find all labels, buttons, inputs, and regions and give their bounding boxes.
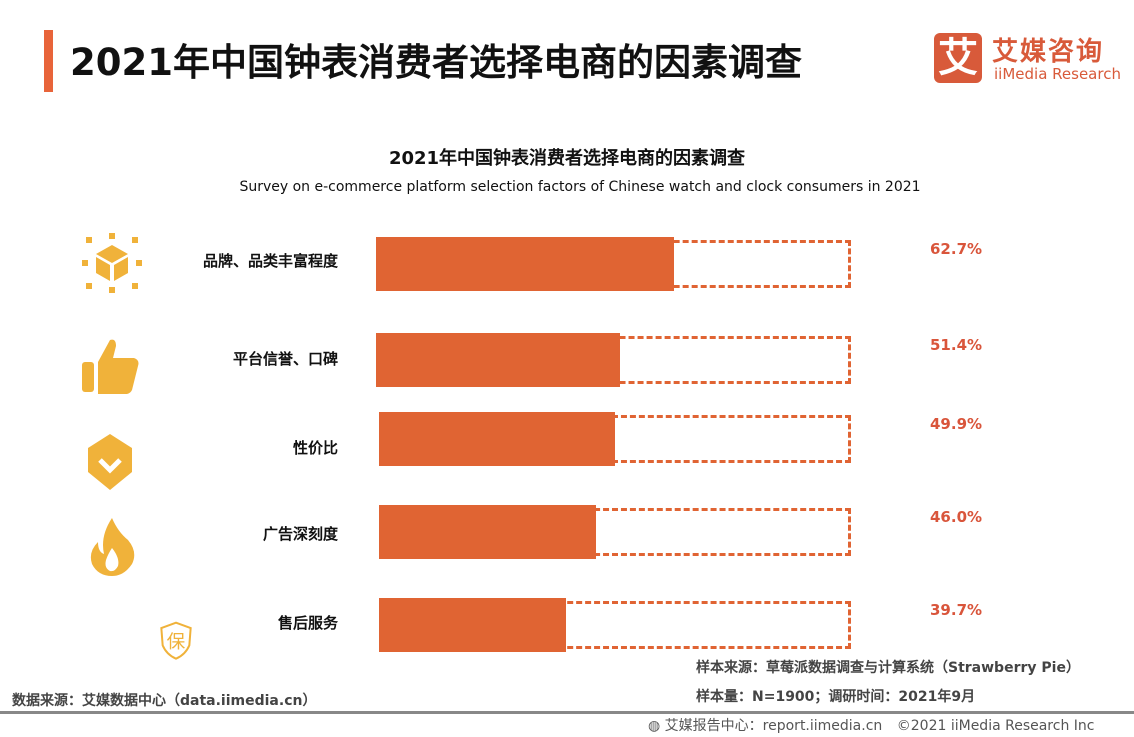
bar-outline — [379, 601, 851, 649]
value-label: 39.7% — [930, 601, 983, 619]
cube-network-icon — [82, 233, 142, 297]
category-label: 平台信誉、口碑 — [232, 350, 338, 368]
data-source: 数据来源：艾媒数据中心（data.iimedia.cn） — [12, 693, 317, 709]
page-title: 2021年中国钟表消费者选择电商的因素调查 — [70, 41, 802, 84]
shield-bao-icon: 保 — [156, 620, 196, 664]
value-label: 49.9% — [930, 415, 983, 433]
value-label: 62.7% — [930, 240, 983, 258]
footer-divider — [0, 711, 1134, 714]
category-label: 广告深刻度 — [262, 525, 338, 543]
title-accent-bar — [44, 30, 53, 92]
flame-icon — [82, 516, 142, 580]
bar-outline — [379, 508, 851, 556]
copyright: ©2021 iiMedia Research Inc — [896, 718, 1095, 734]
bar — [379, 412, 615, 466]
category-label: 性价比 — [292, 439, 338, 457]
bar — [376, 237, 674, 291]
category-label: 售后服务 — [277, 614, 338, 632]
chart-subtitle: Survey on e-commerce platform selection … — [239, 179, 921, 195]
sample-source: 样本来源：草莓派数据调查与计算系统（Strawberry Pie） — [696, 660, 1080, 676]
logo-icon: 艾 — [934, 33, 982, 83]
bar — [379, 505, 597, 559]
globe-icon: ◍ — [648, 718, 661, 734]
logo-text-en: iiMedia Research — [994, 65, 1121, 83]
thumbs-up-icon — [80, 336, 140, 400]
bar-outline — [379, 415, 851, 463]
chart-title: 2021年中国钟表消费者选择电商的因素调查 — [388, 148, 746, 169]
bar — [376, 333, 621, 387]
category-label: 品牌、品类丰富程度 — [202, 252, 338, 270]
svg-text:保: 保 — [167, 632, 186, 653]
logo-text-cn: 艾媒咨询 — [992, 37, 1105, 67]
sample-size: 样本量：N=1900；调研时间：2021年9月 — [696, 689, 976, 705]
footer-report: ◍ 艾媒报告中心：report.iimedia.cn ©2021 iiMedia… — [648, 715, 1094, 735]
report-link[interactable]: 艾媒报告中心：report.iimedia.cn — [664, 718, 883, 734]
bar — [379, 598, 567, 652]
value-label: 46.0% — [930, 508, 983, 526]
value-label: 51.4% — [930, 336, 983, 354]
check-badge-icon — [80, 432, 140, 496]
